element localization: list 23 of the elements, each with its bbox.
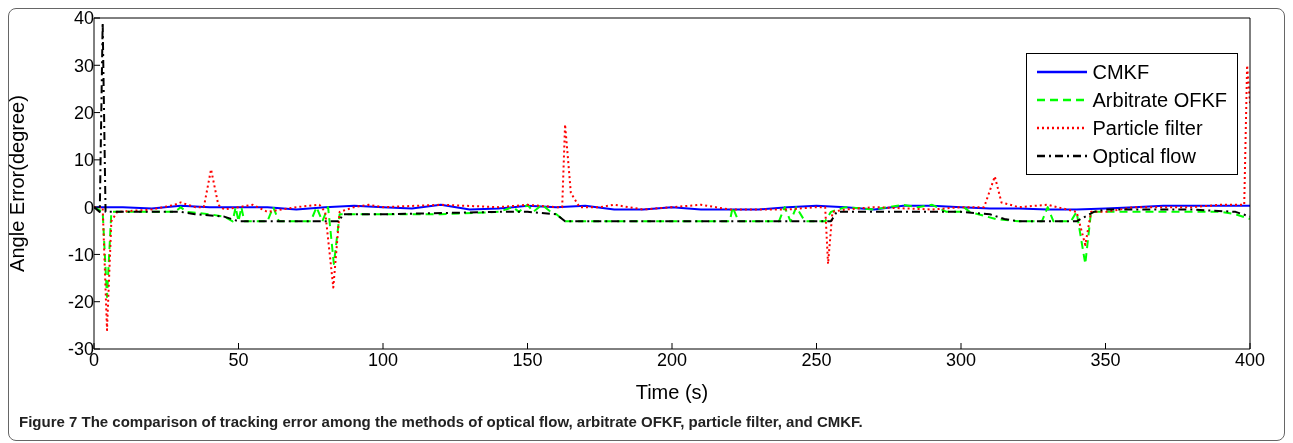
x-axis-title: Time (s) [635, 381, 709, 403]
legend-label: Arbitrate OFKF [1092, 88, 1227, 112]
x-tick-label: 300 [945, 349, 977, 370]
y-tick-label: 20 [73, 102, 94, 123]
y-tick-label: -10 [67, 244, 94, 265]
legend-label: Particle filter [1092, 116, 1203, 140]
x-tick-label: 350 [1090, 349, 1121, 370]
y-axis-title: Angle Error(degree) [6, 95, 29, 272]
legend-label: CMKF [1092, 60, 1150, 84]
line-series [94, 203, 1250, 298]
y-tick-label: -20 [67, 292, 94, 313]
x-tick-label: 100 [367, 349, 399, 370]
y-tick-label: 0 [83, 197, 94, 218]
x-tick-label: 200 [656, 349, 688, 370]
legend-label: Optical flow [1092, 144, 1196, 168]
y-tick-label: 10 [73, 150, 94, 171]
y-tick-label: 30 [73, 55, 94, 76]
x-tick-label: 150 [512, 349, 543, 370]
x-tick-label: 250 [801, 349, 832, 370]
x-tick-label: 400 [1234, 349, 1266, 370]
y-tick-label: 40 [73, 8, 94, 29]
x-tick-label: 50 [228, 349, 249, 370]
caption: Figure 7 The comparison of tracking error among the methods of optical flow, arbitrate OFKF, particle filter, and CMKF. [18, 412, 864, 432]
